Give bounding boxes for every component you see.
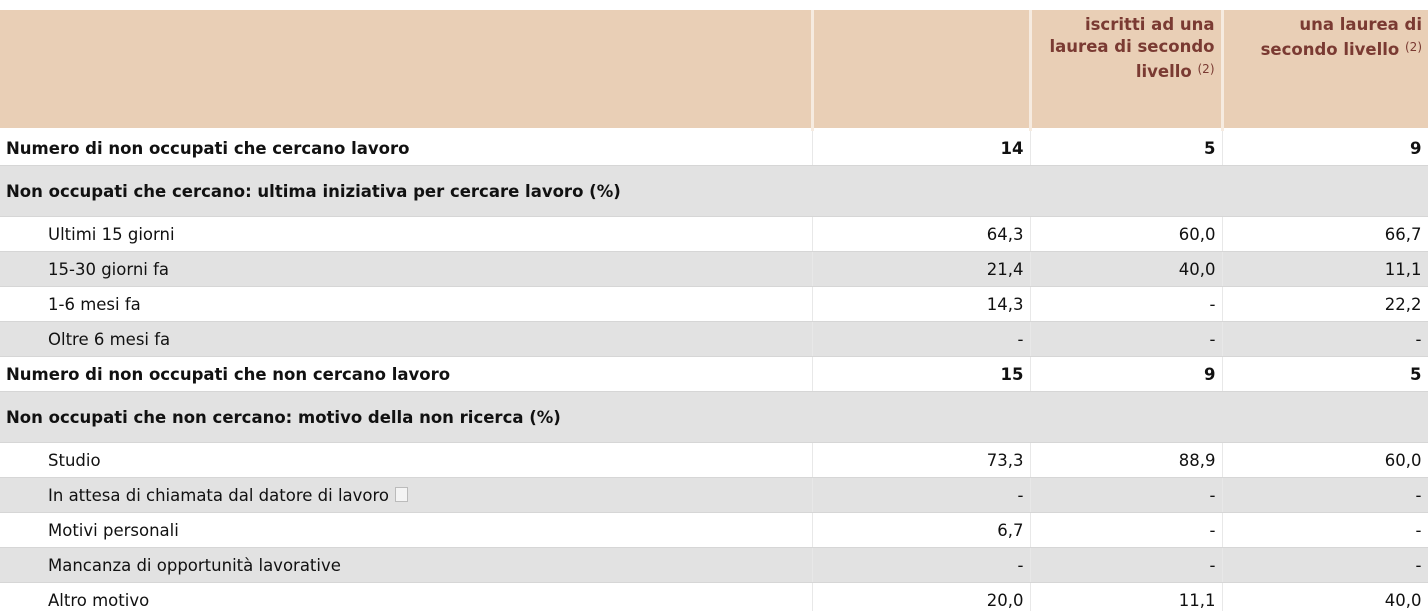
header-cell [812, 10, 1032, 130]
table-row: Motivi personali 6,7- - [0, 512, 1428, 548]
row-label: Ultimi 15 giorni [48, 224, 175, 244]
table-row: Ultimi 15 giorni 64,3 60,0 66,7 [0, 216, 1428, 252]
value-cell: - [812, 477, 1031, 513]
row-label-cell: 1-6 mesi fa [0, 286, 813, 322]
header-cell: iscritti ad una laurea di secondo livell… [1030, 10, 1224, 130]
data-table: iscritti ad una laurea di secondo livell… [0, 10, 1428, 611]
row-label-cell: Altro motivo [0, 582, 813, 611]
note-icon [395, 486, 409, 502]
value-cell: 40,0 [1222, 582, 1428, 611]
value-cell: 64,3 [812, 216, 1031, 252]
value-cell: 60,0 [1030, 216, 1223, 252]
section-label: Non occupati che cercano: ultima iniziat… [6, 181, 621, 201]
row-label: Altro motivo [48, 590, 150, 610]
section-label: Non occupati che non cercano: motivo del… [6, 407, 561, 427]
table-row: Numero di non occupati che non cercano l… [0, 356, 1428, 392]
value-cell: 11,1 [1222, 251, 1428, 287]
header-cell [0, 10, 814, 130]
table-row: Altro motivo 20,0 11,1 40,0 [0, 582, 1428, 611]
value-cell: 9 [1222, 128, 1428, 166]
value-cell: 20,0 [812, 582, 1031, 611]
value-cell: 14 [812, 128, 1031, 166]
value-cell: - [1222, 512, 1428, 548]
value-cell: 21,4 [812, 251, 1031, 287]
value-cell: 60,0 [1222, 442, 1428, 478]
row-label-cell: In attesa di chiamata dal datore di lavo… [0, 477, 813, 513]
table-row: Mancanza di opportunità lavorative - - - [0, 547, 1428, 583]
row-label: In attesa di chiamata dal datore di lavo… [48, 485, 390, 505]
table-row: Non occupati che cercano: ultima iniziat… [0, 165, 1428, 217]
row-label-cell: Numero di non occupati che non cercano l… [0, 356, 813, 392]
table-row: Non occupati che non cercano: motivo del… [0, 391, 1428, 443]
header-label: iscritti ad una laurea di secondo livell… [1049, 15, 1215, 81]
row-label: 1-6 mesi fa [48, 294, 141, 314]
value-cell: 15 [812, 356, 1031, 392]
header-label: una laurea di secondo livello [1260, 15, 1422, 59]
row-label: Motivi personali [48, 520, 179, 540]
value-cell: - [1222, 547, 1428, 583]
header-note: (2) [1405, 40, 1422, 54]
value-cell: - [812, 321, 1031, 357]
value-cell: - [1030, 512, 1223, 548]
table-row: 15-30 giorni fa 21,4 40,0 11,1 [0, 251, 1428, 287]
row-label-cell: Oltre 6 mesi fa [0, 321, 813, 357]
value-cell: - [1222, 477, 1428, 513]
header-row: iscritti ad una laurea di secondo livell… [0, 10, 1428, 130]
value-cell: 5 [1030, 128, 1223, 166]
page: iscritti ad una laurea di secondo livell… [0, 10, 1428, 611]
row-label: Numero di non occupati che non cercano l… [6, 364, 451, 384]
value-cell: 5 [1222, 356, 1428, 392]
value-cell: - [1030, 477, 1223, 513]
value-cell: 40,0 [1030, 251, 1223, 287]
table-row: 1-6 mesi fa 14,3-22,2 [0, 286, 1428, 322]
value-cell: 88,9 [1030, 442, 1223, 478]
value-cell: 11,1 [1030, 582, 1223, 611]
row-label-cell: Mancanza di opportunità lavorative [0, 547, 813, 583]
row-label: Numero di non occupati che cercano lavor… [6, 138, 410, 158]
row-label: 15-30 giorni fa [48, 259, 170, 279]
row-label: Oltre 6 mesi fa [48, 329, 171, 349]
value-cell: - [1030, 286, 1223, 322]
row-label-cell: Studio [0, 442, 813, 478]
value-cell: 14,3 [812, 286, 1031, 322]
section-cell: Non occupati che non cercano: motivo del… [0, 391, 1428, 443]
section-cell: Non occupati che cercano: ultima iniziat… [0, 165, 1428, 217]
value-cell: 73,3 [812, 442, 1031, 478]
header-cell: una laurea di secondo livello (2) [1222, 10, 1428, 130]
table-row: In attesa di chiamata dal datore di lavo… [0, 477, 1428, 513]
value-cell: - [1030, 321, 1223, 357]
row-label-cell: Numero di non occupati che cercano lavor… [0, 128, 813, 166]
row-label-cell: 15-30 giorni fa [0, 251, 813, 287]
value-cell: - [812, 547, 1031, 583]
table-row: Studio 73,3 88,9 60,0 [0, 442, 1428, 478]
table-row: Oltre 6 mesi fa - - - [0, 321, 1428, 357]
row-label: Mancanza di opportunità lavorative [48, 555, 341, 575]
row-label-cell: Motivi personali [0, 512, 813, 548]
row-label-cell: Ultimi 15 giorni [0, 216, 813, 252]
row-label: Studio [48, 450, 101, 470]
value-cell: 22,2 [1222, 286, 1428, 322]
value-cell: 6,7 [812, 512, 1031, 548]
table-body: Numero di non occupati che cercano lavor… [0, 128, 1428, 611]
value-cell: - [1030, 547, 1223, 583]
value-cell: 9 [1030, 356, 1223, 392]
table-row: Numero di non occupati che cercano lavor… [0, 128, 1428, 166]
value-cell: - [1222, 321, 1428, 357]
header-note: (2) [1197, 62, 1215, 76]
value-cell: 66,7 [1222, 216, 1428, 252]
